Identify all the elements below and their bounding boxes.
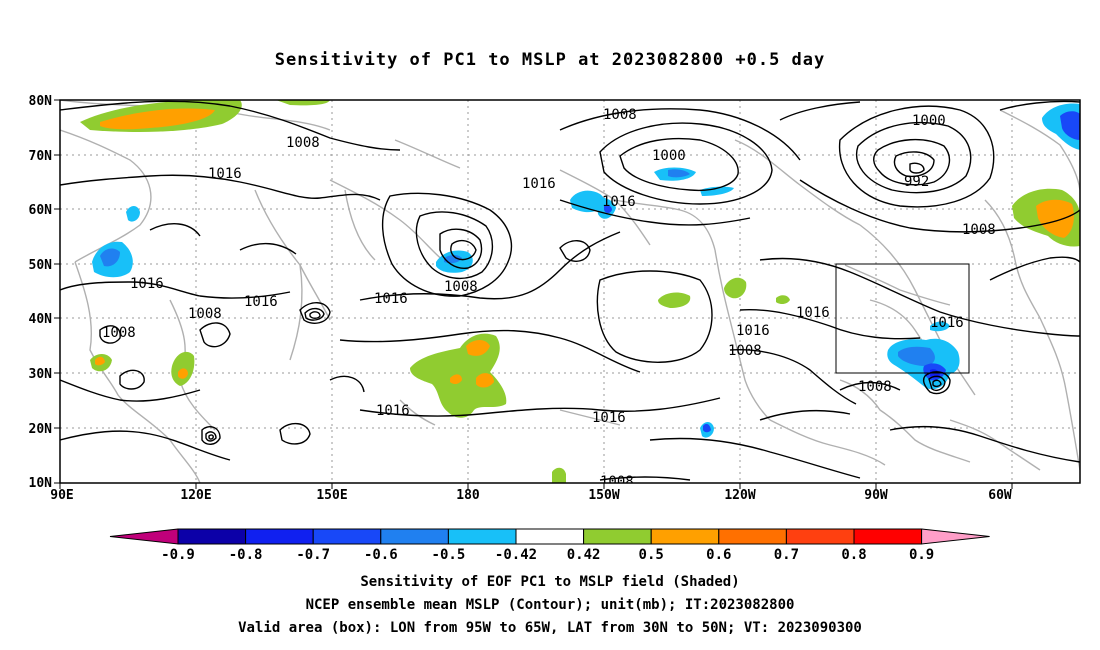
colorbar-arrow-min	[109, 528, 179, 545]
mslp-contours	[60, 100, 1080, 481]
lat-label: 30N	[29, 367, 53, 382]
contour-label: 1000	[652, 148, 686, 164]
lon-labels: 90E 120E 150E 180 150W 120W 90W 60W	[50, 488, 1012, 503]
colorbar-swatch	[380, 528, 449, 545]
lon-label: 90W	[864, 488, 888, 503]
plot-title: Sensitivity of PC1 to MSLP at 2023082800…	[274, 50, 826, 70]
contour-label: 1008	[962, 222, 996, 238]
lon-label: 150E	[316, 488, 347, 503]
colorbar	[109, 528, 990, 545]
lon-label: 60W	[988, 488, 1012, 503]
colorbar-swatch	[245, 528, 314, 545]
colorbar-label: -0.6	[364, 547, 398, 563]
colorbar-swatch	[515, 528, 585, 545]
contour-label: 1016	[376, 403, 410, 419]
contour-label: 1016	[796, 305, 830, 321]
map-frame	[60, 100, 1080, 483]
colorbar-arrow-max	[921, 528, 990, 545]
colorbar-swatch	[853, 528, 923, 545]
contour-label: 1016	[930, 315, 964, 331]
colorbar-label: -0.9	[161, 547, 195, 563]
colorbar-label: 0.9	[909, 547, 934, 563]
colorbar-label: 0.6	[706, 547, 731, 563]
contour-label: 1008	[444, 279, 478, 295]
contour-label: 1008	[600, 474, 634, 490]
colorbar-swatch	[583, 528, 652, 545]
lat-label: 40N	[29, 312, 53, 327]
sensitivity-shading	[80, 100, 1080, 483]
gridlines	[60, 100, 1080, 483]
colorbar-swatch	[650, 528, 720, 545]
valid-area-box	[835, 263, 970, 374]
contour-label: 1008	[188, 306, 222, 322]
contour-label: 1008	[603, 107, 637, 123]
colorbar-swatch	[718, 528, 787, 545]
caption-line-1: Sensitivity of EOF PC1 to MSLP field (Sh…	[360, 574, 740, 590]
colorbar-swatch	[785, 528, 855, 545]
contour-label: 1016	[522, 176, 556, 192]
lat-label: 20N	[29, 422, 53, 437]
caption-line-2: NCEP ensemble mean MSLP (Contour); unit(…	[305, 597, 795, 613]
contour-label: 1016	[208, 166, 242, 182]
lon-label: 120E	[180, 488, 211, 503]
colorbar-label: -0.42	[495, 547, 537, 563]
colorbar-label: -0.7	[296, 547, 330, 563]
lon-label: 180	[456, 488, 480, 503]
contour-label: 1000	[912, 113, 946, 129]
contour-label: 1016	[130, 276, 164, 292]
colorbar-label: 0.7	[774, 547, 799, 563]
colorbar-labels: -0.9 -0.8 -0.7 -0.6 -0.5 -0.42 0.42 0.5 0.6 0.7 0.…	[161, 547, 934, 563]
contour-label: 1008	[728, 343, 762, 359]
lon-label: 150W	[588, 488, 619, 503]
lat-labels: 80N 70N 60N 50N 40N 30N 20N 10N	[29, 94, 53, 491]
lat-label: 50N	[29, 258, 53, 273]
contour-label: 1016	[244, 294, 278, 310]
colorbar-label: 0.5	[639, 547, 664, 563]
caption-line-3: Valid area (box): LON from 95W to 65W, L…	[238, 620, 862, 636]
axis-ticks	[54, 99, 1013, 489]
contour-label: 1016	[736, 323, 770, 339]
lat-label: 60N	[29, 203, 53, 218]
contour-label: 1016	[602, 194, 636, 210]
colorbar-label: -0.8	[229, 547, 263, 563]
contour-label: 1008	[858, 379, 892, 395]
colorbar-swatch	[312, 528, 382, 545]
colorbar-label: 0.8	[841, 547, 866, 563]
colorbar-swatch	[447, 528, 517, 545]
colorbar-label: -0.5	[432, 547, 466, 563]
lon-label: 120W	[724, 488, 755, 503]
lon-label: 90E	[50, 488, 73, 503]
contour-label: 1016	[592, 410, 626, 426]
lat-label: 10N	[29, 476, 53, 491]
contour-label: 1016	[374, 291, 408, 307]
lat-label: 80N	[29, 94, 53, 109]
lat-label: 70N	[29, 149, 53, 164]
contour-labels: 1008 1008 1000 1000 992 1016 1016 1008 1…	[130, 107, 996, 490]
contour-label: 992	[904, 174, 929, 190]
contour-label: 1008	[286, 135, 320, 151]
contour-label: 1008	[102, 325, 136, 341]
coastlines	[60, 100, 1080, 483]
colorbar-swatch	[177, 528, 247, 545]
colorbar-label: 0.42	[567, 547, 601, 563]
